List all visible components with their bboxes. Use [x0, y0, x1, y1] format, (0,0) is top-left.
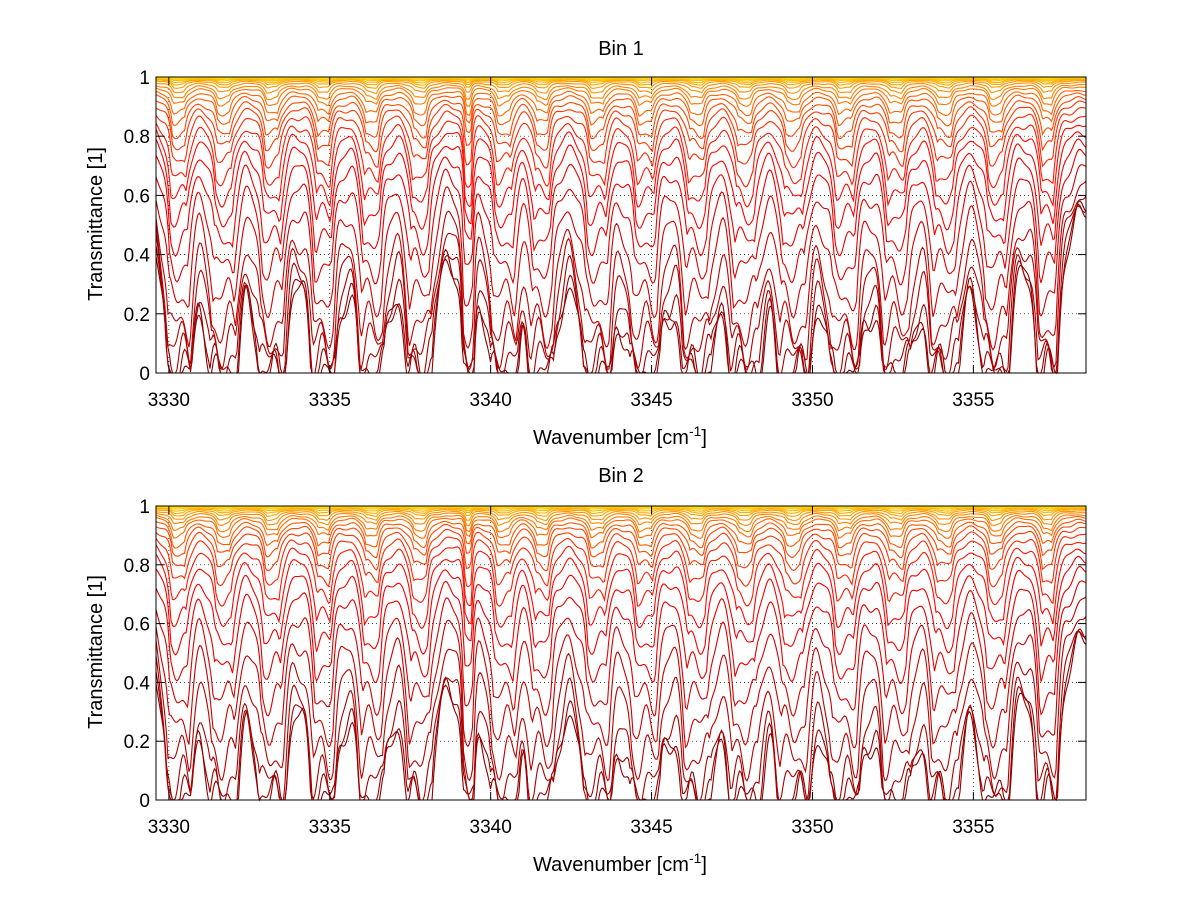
axes-box [155, 505, 1087, 801]
series-line [156, 79, 1087, 89]
x-axis-label-main: Wavenumber [cm [533, 854, 689, 876]
series-line [155, 507, 1086, 512]
series-line [155, 548, 1087, 630]
series-line [155, 628, 1087, 802]
series-line [155, 555, 1087, 656]
series-line [155, 78, 1086, 84]
series-line [155, 514, 1087, 533]
y-tick-label: 0.8 [124, 556, 150, 577]
chart-title: Bin 1 [598, 38, 644, 60]
y-axis-label: Transmittance [1] [85, 575, 107, 729]
x-axis-label-end: ] [701, 427, 707, 449]
series-line [155, 596, 1087, 749]
axes-box [155, 76, 1087, 374]
series-line [155, 521, 1087, 559]
x-axis-label-sup: -1 [689, 850, 702, 866]
y-tick-label: 0.4 [124, 246, 151, 267]
x-tick-label: 3330 [148, 817, 190, 838]
series-line [155, 526, 1086, 572]
series-line [155, 180, 1087, 351]
y-tick-label: 1 [139, 68, 150, 89]
y-tick-label: 0.6 [124, 615, 150, 636]
series-line [155, 115, 1087, 189]
chart-title: Bin 2 [598, 465, 644, 487]
series-line [155, 138, 1087, 257]
x-tick-label: 3355 [952, 390, 994, 411]
series-line [155, 200, 1087, 375]
x-tick-label: 3350 [791, 390, 833, 411]
y-tick-label: 0.2 [124, 732, 150, 753]
series-line [156, 507, 1086, 514]
series-line [155, 148, 1087, 286]
x-tick-label: 3330 [148, 390, 190, 411]
x-tick-label: 3340 [470, 817, 512, 838]
series-line [155, 131, 1087, 231]
series-line [155, 615, 1087, 782]
series-line [155, 512, 1086, 526]
series-line [155, 518, 1087, 549]
series-line [155, 630, 1087, 801]
series-line [155, 86, 1087, 107]
y-tick-label: 0.8 [124, 127, 150, 148]
series-line [155, 508, 1087, 517]
series-line [155, 510, 1086, 522]
x-tick-label: 3355 [952, 817, 994, 838]
x-axis-label-sup: -1 [689, 423, 702, 439]
y-tick-label: 0.2 [124, 305, 150, 326]
x-axis-label: Wavenumber [cm-1] [533, 850, 707, 876]
panel-bin-2: Bin 2 Transmittance [1] Wavenumber [cm-1… [85, 465, 1087, 876]
series-line [155, 100, 1087, 153]
series-line [155, 92, 1087, 127]
plot-area: 3330 3335 3340 3345 3350 3355 0 0.2 0.4 0.6 0.8 1 [124, 68, 1087, 411]
x-axis-label: Wavenumber [cm-1] [533, 423, 707, 449]
series-line [155, 515, 1087, 539]
y-tick-label: 0 [139, 791, 150, 812]
panel-bin-1: Bin 1 Transmittance [1] Wavenumber [cm-1… [85, 38, 1087, 449]
y-tick-label: 0.4 [124, 673, 151, 694]
series-line [155, 580, 1087, 717]
x-tick-label: 3335 [309, 817, 351, 838]
y-tick-label: 0.6 [124, 186, 150, 207]
series-line [155, 533, 1087, 588]
series-line [155, 205, 1087, 374]
series-line [155, 83, 1086, 101]
series-line [155, 565, 1087, 684]
plot-area: 3330 3335 3340 3345 3350 3355 0 0.2 0.4 0.6 0.8 1 [124, 497, 1087, 838]
x-axis-label-end: ] [701, 854, 707, 876]
series-line [155, 90, 1087, 117]
y-tick-label: 0 [139, 364, 150, 385]
series-line [155, 164, 1087, 319]
series-line [155, 107, 1087, 169]
series-line [156, 79, 1087, 86]
x-tick-label: 3335 [309, 390, 351, 411]
x-tick-label: 3345 [630, 390, 672, 411]
series-line [155, 541, 1087, 607]
series-line [155, 81, 1087, 94]
series-line [155, 124, 1087, 208]
y-axis-label: Transmittance [1] [85, 147, 107, 301]
series-line [155, 630, 1087, 802]
series-line [155, 96, 1087, 140]
x-tick-label: 3350 [791, 817, 833, 838]
x-axis-label-main: Wavenumber [cm [533, 427, 689, 449]
x-tick-label: 3340 [470, 390, 512, 411]
x-tick-label: 3345 [630, 817, 672, 838]
y-tick-label: 1 [139, 497, 150, 518]
